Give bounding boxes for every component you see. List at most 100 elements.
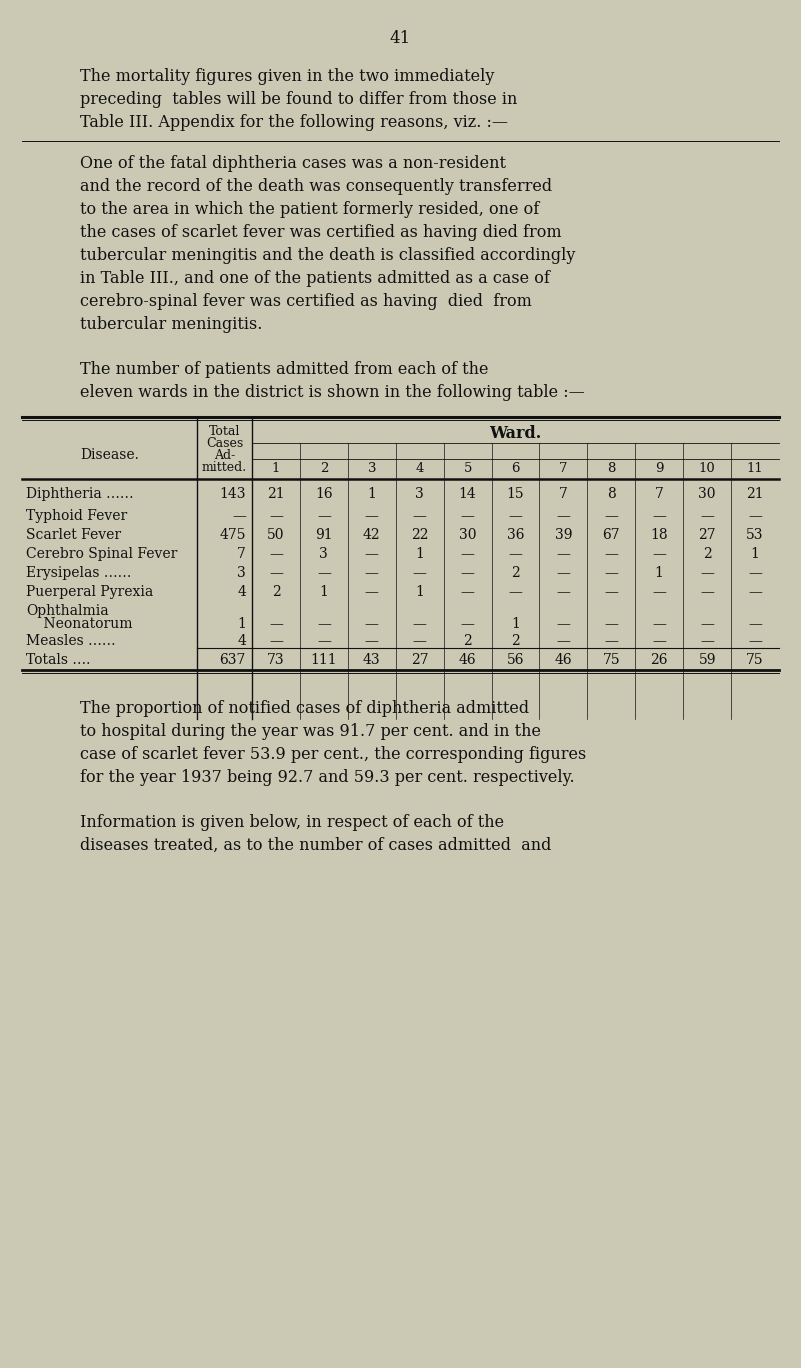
Text: 73: 73 bbox=[268, 653, 285, 668]
Text: —: — bbox=[557, 509, 570, 523]
Text: —: — bbox=[652, 547, 666, 561]
Text: to hospital during the year was 91.7 per cent. and in the: to hospital during the year was 91.7 per… bbox=[80, 724, 541, 740]
Text: 59: 59 bbox=[698, 653, 716, 668]
Text: 2: 2 bbox=[702, 547, 711, 561]
Text: —: — bbox=[461, 566, 474, 580]
Text: Puerperal Pyrexia: Puerperal Pyrexia bbox=[26, 586, 153, 599]
Text: 14: 14 bbox=[459, 487, 477, 501]
Text: 2: 2 bbox=[320, 462, 328, 475]
Text: 75: 75 bbox=[747, 653, 764, 668]
Text: 9: 9 bbox=[655, 462, 663, 475]
Text: 2: 2 bbox=[511, 566, 520, 580]
Text: —: — bbox=[413, 566, 427, 580]
Text: 4: 4 bbox=[416, 462, 424, 475]
Text: Ward.: Ward. bbox=[489, 425, 541, 442]
Text: 7: 7 bbox=[559, 487, 568, 501]
Text: Ad-: Ad- bbox=[214, 449, 235, 462]
Text: 15: 15 bbox=[507, 487, 525, 501]
Text: —: — bbox=[269, 509, 283, 523]
Text: —: — bbox=[652, 586, 666, 599]
Text: 1: 1 bbox=[654, 566, 664, 580]
Text: 6: 6 bbox=[511, 462, 520, 475]
Text: —: — bbox=[461, 547, 474, 561]
Text: Erysipelas ……: Erysipelas …… bbox=[26, 566, 131, 580]
Text: 8: 8 bbox=[607, 462, 615, 475]
Text: 1: 1 bbox=[237, 617, 246, 631]
Text: 4: 4 bbox=[237, 586, 246, 599]
Text: —: — bbox=[557, 547, 570, 561]
Text: and the record of the death was consequently transferred: and the record of the death was conseque… bbox=[80, 178, 552, 196]
Text: —: — bbox=[700, 617, 714, 631]
Text: —: — bbox=[557, 566, 570, 580]
Text: diseases treated, as to the number of cases admitted  and: diseases treated, as to the number of ca… bbox=[80, 837, 551, 854]
Text: 4: 4 bbox=[237, 633, 246, 648]
Text: 75: 75 bbox=[602, 653, 620, 668]
Text: Cerebro Spinal Fever: Cerebro Spinal Fever bbox=[26, 547, 177, 561]
Text: —: — bbox=[364, 547, 379, 561]
Text: 8: 8 bbox=[607, 487, 616, 501]
Text: 111: 111 bbox=[311, 653, 337, 668]
Text: —: — bbox=[700, 586, 714, 599]
Text: —: — bbox=[509, 547, 522, 561]
Text: —: — bbox=[461, 509, 474, 523]
Text: —: — bbox=[413, 633, 427, 648]
Text: for the year 1937 being 92.7 and 59.3 per cent. respectively.: for the year 1937 being 92.7 and 59.3 pe… bbox=[80, 769, 574, 787]
Text: to the area in which the patient formerly resided, one of: to the area in which the patient formerl… bbox=[80, 201, 539, 218]
Text: tubercular meningitis.: tubercular meningitis. bbox=[80, 316, 263, 332]
Text: 21: 21 bbox=[747, 487, 764, 501]
Text: —: — bbox=[748, 509, 762, 523]
Text: 46: 46 bbox=[459, 653, 477, 668]
Text: —: — bbox=[605, 633, 618, 648]
Text: 18: 18 bbox=[650, 528, 668, 542]
Text: 5: 5 bbox=[464, 462, 472, 475]
Text: tubercular meningitis and the death is classified accordingly: tubercular meningitis and the death is c… bbox=[80, 248, 575, 264]
Text: —: — bbox=[652, 633, 666, 648]
Text: Table III. Appendix for the following reasons, viz. :—: Table III. Appendix for the following re… bbox=[80, 114, 508, 131]
Text: —: — bbox=[605, 547, 618, 561]
Text: —: — bbox=[317, 617, 331, 631]
Text: Diphtheria ……: Diphtheria …… bbox=[26, 487, 134, 501]
Text: 1: 1 bbox=[272, 462, 280, 475]
Text: —: — bbox=[269, 633, 283, 648]
Text: 7: 7 bbox=[559, 462, 568, 475]
Text: —: — bbox=[652, 617, 666, 631]
Text: 3: 3 bbox=[237, 566, 246, 580]
Text: 22: 22 bbox=[411, 528, 429, 542]
Text: 3: 3 bbox=[415, 487, 424, 501]
Text: —: — bbox=[748, 633, 762, 648]
Text: —: — bbox=[269, 547, 283, 561]
Text: 50: 50 bbox=[268, 528, 284, 542]
Text: —: — bbox=[269, 617, 283, 631]
Text: The proportion of notified cases of diphtheria admitted: The proportion of notified cases of diph… bbox=[80, 700, 529, 717]
Text: —: — bbox=[364, 566, 379, 580]
Text: 91: 91 bbox=[315, 528, 332, 542]
Text: mitted.: mitted. bbox=[202, 461, 247, 473]
Text: 53: 53 bbox=[747, 528, 764, 542]
Text: 1: 1 bbox=[511, 617, 520, 631]
Text: Scarlet Fever: Scarlet Fever bbox=[26, 528, 121, 542]
Text: —: — bbox=[700, 509, 714, 523]
Text: 3: 3 bbox=[368, 462, 376, 475]
Text: 1: 1 bbox=[415, 586, 424, 599]
Text: The number of patients admitted from each of the: The number of patients admitted from eac… bbox=[80, 361, 489, 378]
Text: 46: 46 bbox=[554, 653, 572, 668]
Text: 41: 41 bbox=[389, 30, 411, 47]
Text: the cases of scarlet fever was certified as having died from: the cases of scarlet fever was certified… bbox=[80, 224, 562, 241]
Text: 16: 16 bbox=[315, 487, 332, 501]
Text: —: — bbox=[413, 509, 427, 523]
Text: 43: 43 bbox=[363, 653, 380, 668]
Text: —: — bbox=[748, 586, 762, 599]
Text: 30: 30 bbox=[459, 528, 477, 542]
Text: 1: 1 bbox=[415, 547, 424, 561]
Text: —: — bbox=[461, 617, 474, 631]
Text: —: — bbox=[364, 509, 379, 523]
Text: Information is given below, in respect of each of the: Information is given below, in respect o… bbox=[80, 814, 504, 830]
Text: —: — bbox=[317, 566, 331, 580]
Text: case of scarlet fever 53.9 per cent., the corresponding figures: case of scarlet fever 53.9 per cent., th… bbox=[80, 746, 586, 763]
Text: —: — bbox=[269, 566, 283, 580]
Text: 21: 21 bbox=[268, 487, 285, 501]
Text: 11: 11 bbox=[747, 462, 763, 475]
Text: cerebro-spinal fever was certified as having  died  from: cerebro-spinal fever was certified as ha… bbox=[80, 293, 532, 311]
Text: Typhoid Fever: Typhoid Fever bbox=[26, 509, 127, 523]
Text: —: — bbox=[748, 617, 762, 631]
